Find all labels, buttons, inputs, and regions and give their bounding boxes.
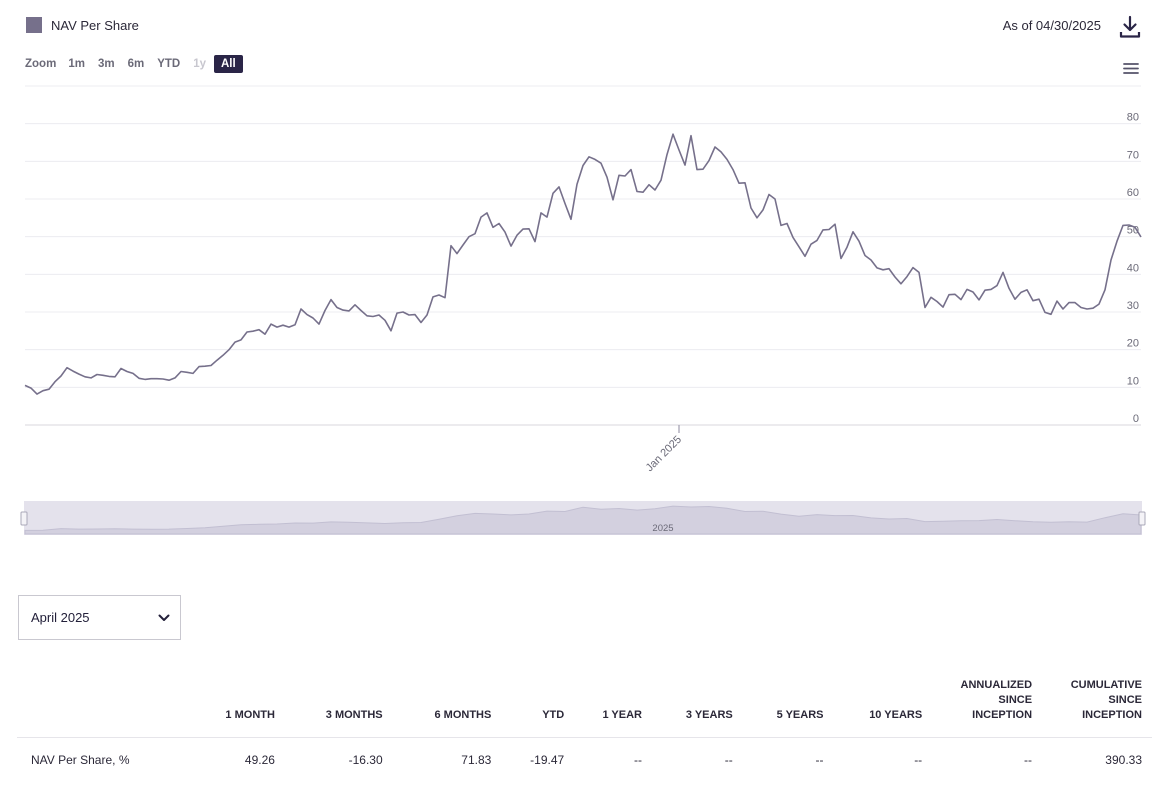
navigator-handle-right[interactable] bbox=[1138, 511, 1146, 526]
x-tick-label: Jan 2025 bbox=[644, 434, 684, 474]
navigator-series-area bbox=[24, 505, 1142, 535]
chevron-down-icon bbox=[158, 614, 170, 621]
column-header-5-years: 5 YEARS bbox=[742, 672, 834, 738]
y-tick-label: 70 bbox=[1127, 149, 1139, 161]
cell-3-years: -- bbox=[724, 753, 733, 767]
zoom-button-6m[interactable]: 6m bbox=[127, 58, 145, 70]
y-tick-label: 30 bbox=[1127, 300, 1139, 312]
navigator[interactable]: 2025 bbox=[20, 501, 1146, 535]
cell-5-years: -- bbox=[815, 753, 824, 767]
navigator-label: 2025 bbox=[652, 523, 673, 534]
navigator-handle-left[interactable] bbox=[20, 511, 28, 526]
column-header-6-months: 6 MONTHS bbox=[392, 672, 502, 738]
table-header-row: 1 MONTH 3 MONTHS 6 MONTHS YTD 1 YEAR 3 Y… bbox=[17, 672, 1152, 738]
legend-swatch bbox=[26, 17, 42, 33]
x-axis: Jan 2025 bbox=[644, 425, 684, 474]
cell-6-months: 71.83 bbox=[461, 753, 492, 767]
row-label: NAV Per Share, % bbox=[31, 753, 130, 767]
y-tick-label: 80 bbox=[1127, 112, 1139, 124]
legend-item[interactable]: NAV Per Share bbox=[26, 17, 139, 33]
column-header bbox=[17, 672, 187, 738]
cell-3-months: -16.30 bbox=[348, 753, 383, 767]
cell-1-year: -- bbox=[633, 753, 642, 767]
zoom-label: Zoom bbox=[25, 58, 57, 70]
column-header-1-year: 1 YEAR bbox=[574, 672, 652, 738]
as-of-date: As of 04/30/2025 bbox=[1002, 18, 1101, 33]
download-icon[interactable] bbox=[1119, 15, 1141, 39]
zoom-button-ytd[interactable]: YTD bbox=[157, 58, 181, 70]
series-line-nav-per-share bbox=[24, 133, 1142, 395]
y-tick-label: 40 bbox=[1127, 262, 1139, 274]
cell-cumulative-since-inception: 390.33 bbox=[1105, 753, 1142, 767]
cell-10-years: -- bbox=[914, 753, 923, 767]
table-row: NAV Per Share, % 49.26 -16.30 71.83 -19.… bbox=[17, 738, 1152, 776]
column-header-3-years: 3 YEARS bbox=[651, 672, 743, 738]
zoom-button-1y[interactable]: 1y bbox=[193, 58, 206, 70]
column-header-10-years: 10 YEARS bbox=[833, 672, 933, 738]
y-tick-label: 60 bbox=[1127, 187, 1139, 199]
y-tick-label: 20 bbox=[1127, 338, 1139, 350]
zoom-controls: Zoom 1m 3m 6m YTD 1y All bbox=[25, 55, 246, 73]
column-header-annualized-since-inception: ANNUALIZED SINCE INCEPTION bbox=[932, 672, 1043, 738]
cell-ytd: -19.47 bbox=[530, 753, 565, 767]
zoom-button-1m[interactable]: 1m bbox=[68, 58, 85, 70]
column-header-1-month: 1 MONTH bbox=[186, 672, 285, 738]
legend-label: NAV Per Share bbox=[51, 17, 139, 33]
zoom-button-3m[interactable]: 3m bbox=[97, 58, 115, 70]
hamburger-menu-icon[interactable] bbox=[1122, 61, 1140, 76]
y-tick-label: 10 bbox=[1127, 375, 1139, 387]
zoom-button-all[interactable]: All bbox=[213, 55, 243, 73]
chart-grid bbox=[25, 85, 1141, 426]
period-select[interactable]: April 2025 bbox=[18, 595, 181, 640]
column-header-ytd: YTD bbox=[501, 672, 575, 738]
cell-annualized-since-inception: -- bbox=[1024, 753, 1033, 767]
column-header-3-months: 3 MONTHS bbox=[284, 672, 393, 738]
column-header-cumulative-since-inception: CUMULATIVE SINCE INCEPTION bbox=[1042, 672, 1152, 738]
y-tick-label: 0 bbox=[1133, 413, 1139, 425]
period-select-value: April 2025 bbox=[31, 610, 90, 625]
cell-1-month: 49.26 bbox=[244, 753, 275, 767]
performance-table: 1 MONTH 3 MONTHS 6 MONTHS YTD 1 YEAR 3 Y… bbox=[17, 672, 1152, 775]
